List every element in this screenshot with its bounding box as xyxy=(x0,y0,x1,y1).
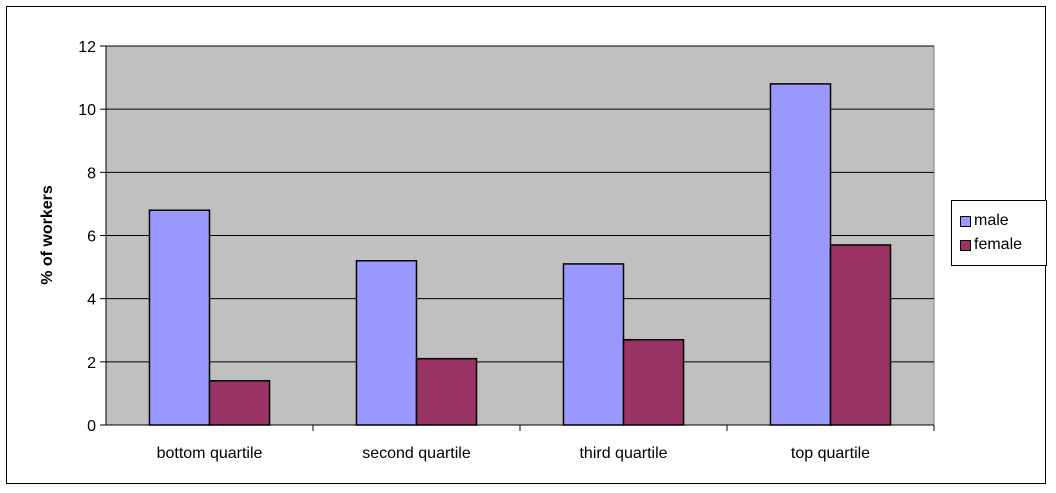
legend-label-female: female xyxy=(974,236,1023,253)
bar-female-0 xyxy=(208,380,271,426)
legend-item-male: male xyxy=(960,209,1046,233)
y-tick-label-0: 0 xyxy=(87,418,96,435)
x-tick-label-0: bottom quartile xyxy=(157,445,263,462)
legend-swatch-male xyxy=(960,215,971,227)
bar-male-1 xyxy=(355,260,418,426)
x-tick-label-1: second quartile xyxy=(362,445,471,462)
legend: male female xyxy=(951,200,1047,266)
y-tick-label-1: 2 xyxy=(87,355,96,372)
bar-male-0 xyxy=(148,209,211,426)
y-tick-label-5: 10 xyxy=(78,102,96,119)
y-axis-title: % of workers xyxy=(39,185,56,285)
bar-female-3 xyxy=(829,244,892,426)
bar-female-1 xyxy=(415,357,478,426)
y-tick-label-2: 4 xyxy=(87,292,96,309)
y-tick-label-4: 8 xyxy=(87,165,96,182)
legend-swatch-female xyxy=(960,239,971,251)
x-tick-label-2: third quartile xyxy=(579,445,667,462)
legend-label-male: male xyxy=(974,212,1009,229)
bar-male-2 xyxy=(562,263,625,426)
y-tick-label-6: 12 xyxy=(78,39,96,56)
plot-area: 0 2 4 6 8 10 12 bottom quartile second quartile t… xyxy=(78,39,935,462)
bar-male-3 xyxy=(769,83,832,426)
y-tick-label-3: 6 xyxy=(87,229,96,246)
legend-item-female: female xyxy=(960,233,1046,257)
x-tick-label-3: top quartile xyxy=(791,445,870,462)
bar-female-2 xyxy=(622,338,685,426)
